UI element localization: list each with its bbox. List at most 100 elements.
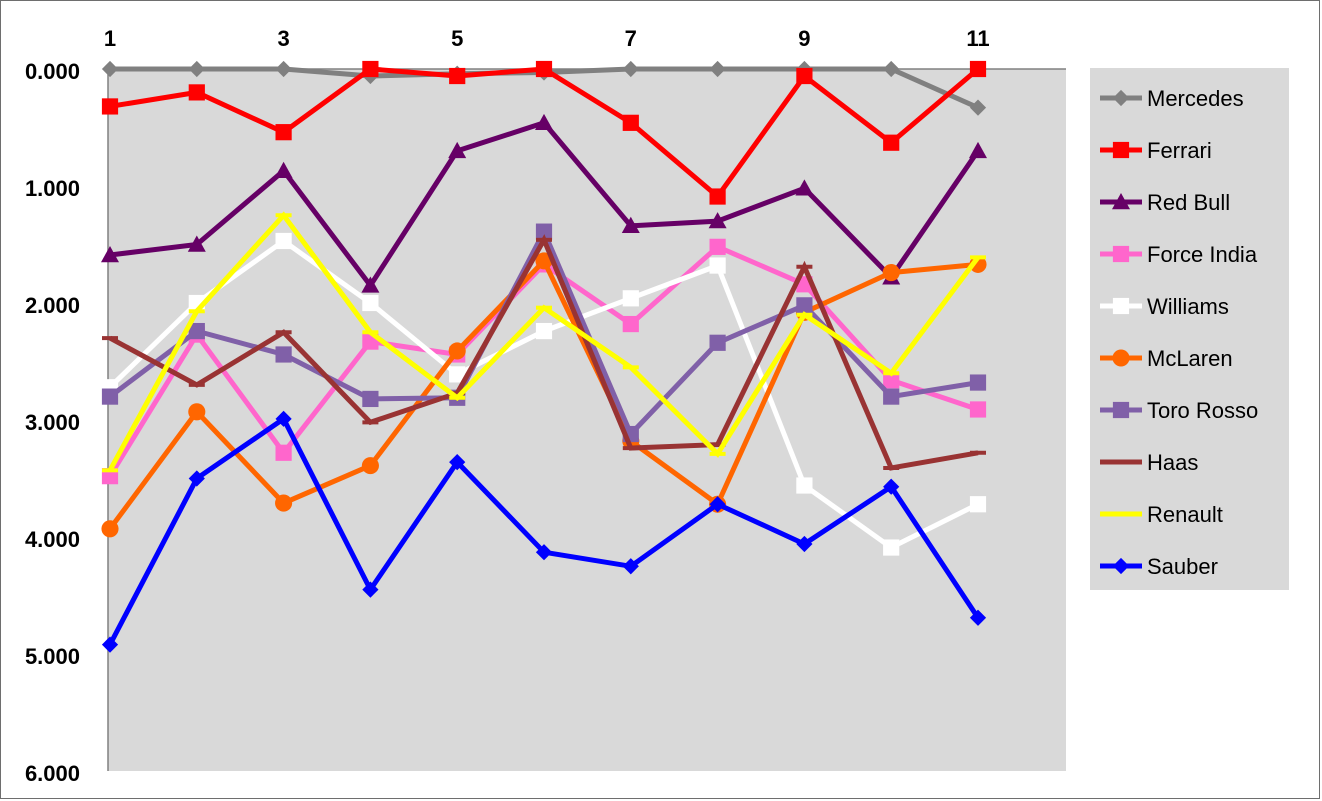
legend-marker [1112, 141, 1130, 159]
legend-item-ferrari: Ferrari [1100, 138, 1212, 163]
legend-label: Toro Rosso [1147, 398, 1258, 423]
series-red-bull [101, 113, 987, 293]
x-tick-label: 1 [104, 26, 116, 51]
legend-label: Williams [1147, 294, 1229, 319]
force-india-point [969, 401, 987, 418]
legend-label: Red Bull [1147, 190, 1230, 215]
toro-rosso-point [883, 388, 900, 405]
red-bull-point [101, 246, 119, 263]
mclaren-point [188, 403, 206, 421]
y-tick-label: 2.000 [25, 293, 80, 318]
sauber-point [535, 544, 553, 561]
red-bull-point [448, 141, 467, 159]
mclaren-point [101, 520, 119, 538]
ferrari-point [449, 67, 466, 85]
force-india-point [275, 444, 292, 461]
sauber-point [275, 410, 292, 427]
y-tick-label: 5.000 [25, 644, 80, 669]
red-bull-point [969, 141, 987, 159]
ferrari-point [883, 134, 900, 151]
red-bull-point [187, 235, 206, 252]
legend-label: Sauber [1147, 554, 1218, 579]
ferrari-point [796, 67, 813, 85]
legend-marker [1112, 89, 1130, 107]
y-tick-label: 3.000 [25, 410, 80, 435]
sauber-point [188, 470, 205, 487]
legend-marker [1112, 193, 1130, 210]
legend-item-haas: Haas [1100, 450, 1198, 475]
x-axis-ticks: 1 3 5 7 9 11 [104, 26, 990, 51]
legend-marker [1112, 297, 1130, 315]
sauber-point [709, 496, 726, 513]
sauber-point [969, 609, 987, 626]
ferrari-point [188, 84, 205, 101]
legend-item-mercedes: Mercedes [1100, 86, 1244, 111]
williams-point [622, 290, 639, 307]
series-renault [102, 211, 986, 473]
mclaren-point [361, 457, 379, 475]
williams-point [796, 477, 813, 494]
mercedes-point [622, 60, 639, 78]
williams-point [709, 257, 726, 274]
x-tick-label: 9 [798, 26, 810, 51]
legend: Mercedes Ferrari Red Bull Force India Willia… [1090, 68, 1289, 590]
legend-label: Force India [1147, 242, 1258, 267]
series-sauber [101, 410, 987, 653]
force-india-point [622, 315, 639, 333]
ferrari-point [535, 60, 553, 78]
toro-rosso-point [535, 223, 553, 240]
legend-marker [1112, 401, 1130, 419]
red-bull-point [621, 216, 640, 233]
y-tick-label: 4.000 [25, 527, 80, 552]
mclaren-point [275, 494, 293, 512]
x-tick-label: 11 [966, 26, 989, 51]
y-tick-label: 1.000 [25, 176, 80, 201]
toro-rosso-point [796, 297, 813, 314]
williams-point [275, 232, 292, 250]
legend-item-sauber: Sauber [1100, 554, 1218, 579]
x-tick-label: 3 [277, 26, 289, 51]
legend-marker [1112, 245, 1130, 263]
toro-rosso-point [275, 346, 292, 363]
ferrari-point [362, 60, 379, 78]
red-bull-point [708, 212, 727, 229]
williams-point [969, 496, 987, 513]
legend-label: Mercedes [1147, 86, 1244, 111]
sauber-point [622, 558, 639, 575]
red-bull-point [535, 113, 553, 131]
mercedes-point [709, 60, 726, 78]
sauber-point [101, 636, 119, 653]
mclaren-point [448, 342, 466, 360]
legend-label: Renault [1147, 502, 1223, 527]
ferrari-point [622, 114, 639, 131]
ferrari-point [969, 60, 987, 78]
toro-rosso-point [969, 374, 987, 391]
series-ferrari [101, 60, 987, 205]
red-bull-point [361, 276, 380, 293]
sauber-point [883, 478, 900, 495]
legend-marker [1112, 557, 1130, 575]
toro-rosso-point [709, 334, 726, 351]
mercedes-point [883, 60, 900, 78]
williams-point [449, 366, 466, 383]
mclaren-point [535, 252, 553, 270]
williams-point [362, 294, 379, 312]
williams-point [883, 539, 900, 556]
red-bull-point [274, 161, 293, 178]
y-tick-label: 6.000 [25, 761, 80, 786]
x-tick-label: 7 [625, 26, 637, 51]
series-lines [101, 60, 987, 653]
ferrari-point [709, 188, 726, 205]
mclaren-point [882, 264, 900, 282]
ferrari-point [275, 124, 292, 141]
force-india-point [709, 238, 726, 255]
legend-item-williams: Williams [1100, 294, 1229, 319]
legend-marker [1112, 349, 1130, 367]
y-tick-label: 0.000 [25, 59, 80, 84]
sauber-point [449, 454, 466, 471]
legend-label: Haas [1147, 450, 1198, 475]
legend-label: McLaren [1147, 346, 1233, 371]
legend-item-toro-rosso: Toro Rosso [1100, 398, 1258, 423]
legend-item-red-bull: Red Bull [1100, 190, 1230, 215]
